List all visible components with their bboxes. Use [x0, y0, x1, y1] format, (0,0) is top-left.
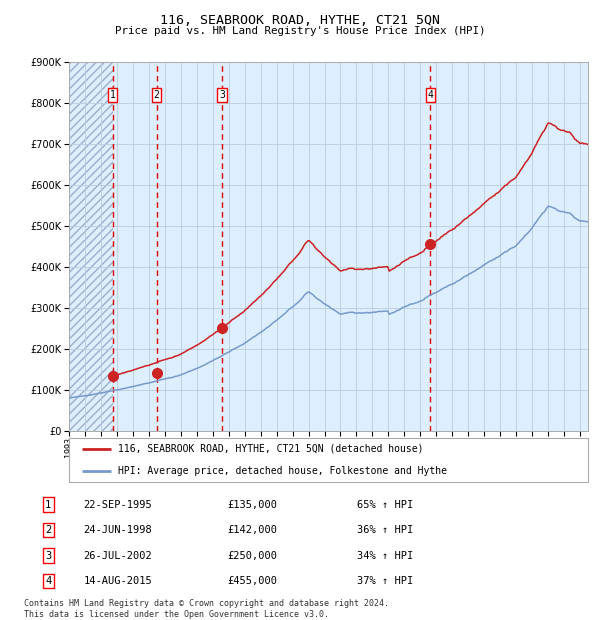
- Text: 116, SEABROOK ROAD, HYTHE, CT21 5QN: 116, SEABROOK ROAD, HYTHE, CT21 5QN: [160, 14, 440, 27]
- Text: 34% ↑ HPI: 34% ↑ HPI: [357, 551, 413, 560]
- Text: £135,000: £135,000: [227, 500, 277, 510]
- Text: 116, SEABROOK ROAD, HYTHE, CT21 5QN (detached house): 116, SEABROOK ROAD, HYTHE, CT21 5QN (det…: [118, 444, 424, 454]
- Text: 4: 4: [427, 90, 433, 100]
- Text: 3: 3: [45, 551, 52, 560]
- Text: 2: 2: [154, 90, 160, 100]
- Text: 36% ↑ HPI: 36% ↑ HPI: [357, 525, 413, 535]
- Text: £142,000: £142,000: [227, 525, 277, 535]
- Text: 2: 2: [45, 525, 52, 535]
- Text: £455,000: £455,000: [227, 576, 277, 586]
- Text: 37% ↑ HPI: 37% ↑ HPI: [357, 576, 413, 586]
- Text: 26-JUL-2002: 26-JUL-2002: [83, 551, 152, 560]
- Text: 65% ↑ HPI: 65% ↑ HPI: [357, 500, 413, 510]
- Text: Contains HM Land Registry data © Crown copyright and database right 2024.
This d: Contains HM Land Registry data © Crown c…: [24, 600, 389, 619]
- Text: 24-JUN-1998: 24-JUN-1998: [83, 525, 152, 535]
- Text: £250,000: £250,000: [227, 551, 277, 560]
- Text: 22-SEP-1995: 22-SEP-1995: [83, 500, 152, 510]
- Text: Price paid vs. HM Land Registry's House Price Index (HPI): Price paid vs. HM Land Registry's House …: [115, 26, 485, 36]
- Text: HPI: Average price, detached house, Folkestone and Hythe: HPI: Average price, detached house, Folk…: [118, 466, 448, 476]
- Text: 4: 4: [45, 576, 52, 586]
- Text: 1: 1: [110, 90, 116, 100]
- Text: 14-AUG-2015: 14-AUG-2015: [83, 576, 152, 586]
- Text: 3: 3: [219, 90, 225, 100]
- Text: 1: 1: [45, 500, 52, 510]
